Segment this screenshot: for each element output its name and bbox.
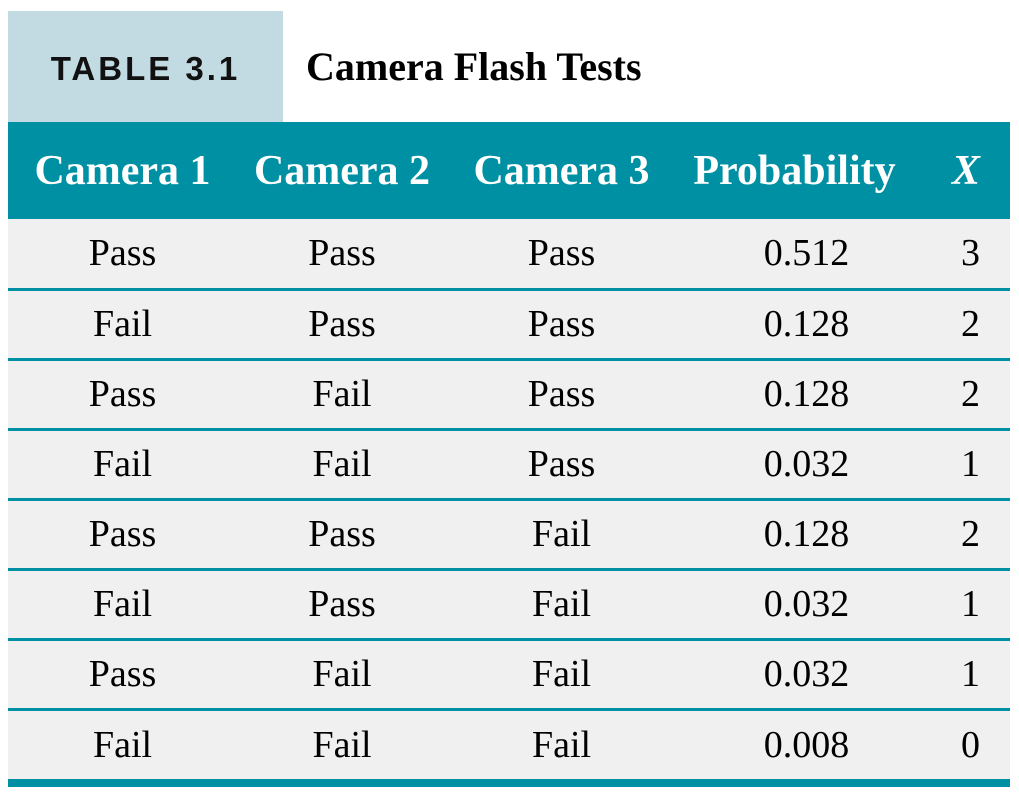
cell-camera-2: Pass xyxy=(237,287,447,359)
header-probability: Probability xyxy=(693,147,896,194)
cell-camera-3: Fail xyxy=(447,707,676,779)
cell-probability: 0.128 xyxy=(676,357,913,429)
cell-x: 3 xyxy=(961,232,980,275)
cell-camera-2: Fail xyxy=(237,707,447,779)
cell-camera-3: Pass xyxy=(447,357,676,429)
table-row: Pass Pass Pass 0.512 3 xyxy=(8,219,1010,289)
cell-camera-1: Pass xyxy=(8,497,237,569)
cell-camera-2: Fail xyxy=(237,357,447,429)
cell-camera-1: Fail xyxy=(8,427,237,499)
cell-x: 2 xyxy=(913,357,1010,429)
table-row: Fail Fail Fail 0.008 0 xyxy=(8,707,1010,779)
camera-flash-table: Camera 1 Camera 2 Camera 3 Probability X… xyxy=(8,122,1010,779)
cell-camera-2: Pass xyxy=(237,497,447,569)
cell-probability: 0.128 xyxy=(676,287,913,359)
table-number-label: TABLE 3.1 xyxy=(8,11,283,122)
cell-camera-1: Fail xyxy=(8,707,237,779)
cell-x: 1 xyxy=(913,427,1010,499)
cell-camera-1: Pass xyxy=(88,232,157,275)
cell-camera-2: Fail xyxy=(237,427,447,499)
cell-camera-1: Pass xyxy=(8,357,237,429)
cell-probability: 0.008 xyxy=(676,707,913,779)
cell-camera-3: Pass xyxy=(447,427,676,499)
cell-probability: 0.032 xyxy=(676,567,913,639)
table-header-row: Camera 1 Camera 2 Camera 3 Probability X xyxy=(8,122,1010,219)
table-row: Pass Fail Fail 0.032 1 xyxy=(8,637,1010,709)
table-row: Fail Pass Pass 0.128 2 xyxy=(8,287,1010,359)
cell-camera-3: Pass xyxy=(527,232,596,275)
table-row: Fail Fail Pass 0.032 1 xyxy=(8,427,1010,499)
cell-camera-3: Fail xyxy=(447,497,676,569)
table-caption: TABLE 3.1 Camera Flash Tests xyxy=(8,11,1008,122)
cell-x: 1 xyxy=(913,637,1010,709)
header-camera-3: Camera 3 xyxy=(473,147,650,194)
cell-camera-1: Fail xyxy=(8,567,237,639)
header-camera-1: Camera 1 xyxy=(34,147,211,194)
cell-probability: 0.032 xyxy=(676,427,913,499)
cell-probability: 0.128 xyxy=(676,497,913,569)
table-title: Camera Flash Tests xyxy=(306,44,642,89)
cell-camera-1: Pass xyxy=(8,637,237,709)
cell-camera-2: Fail xyxy=(237,637,447,709)
cell-camera-3: Fail xyxy=(447,637,676,709)
cell-camera-1: Fail xyxy=(8,287,237,359)
cell-camera-3: Fail xyxy=(447,567,676,639)
header-x: X xyxy=(951,147,980,194)
cell-camera-3: Pass xyxy=(447,287,676,359)
cell-probability: 0.512 xyxy=(763,232,850,275)
cell-camera-2: Pass xyxy=(237,567,447,639)
cell-x: 2 xyxy=(913,497,1010,569)
table-row: Pass Pass Fail 0.128 2 xyxy=(8,497,1010,569)
table-row: Pass Fail Pass 0.128 2 xyxy=(8,357,1010,429)
cell-x: 0 xyxy=(913,707,1010,779)
table-bottom-rule xyxy=(8,779,1010,787)
table-row: Fail Pass Fail 0.032 1 xyxy=(8,567,1010,639)
header-camera-2: Camera 2 xyxy=(253,147,431,194)
cell-x: 2 xyxy=(913,287,1010,359)
cell-x: 1 xyxy=(913,567,1010,639)
cell-probability: 0.032 xyxy=(676,637,913,709)
cell-camera-2: Pass xyxy=(308,232,376,275)
data-table-container: Camera 1 Camera 2 Camera 3 Probability X… xyxy=(8,122,1010,787)
